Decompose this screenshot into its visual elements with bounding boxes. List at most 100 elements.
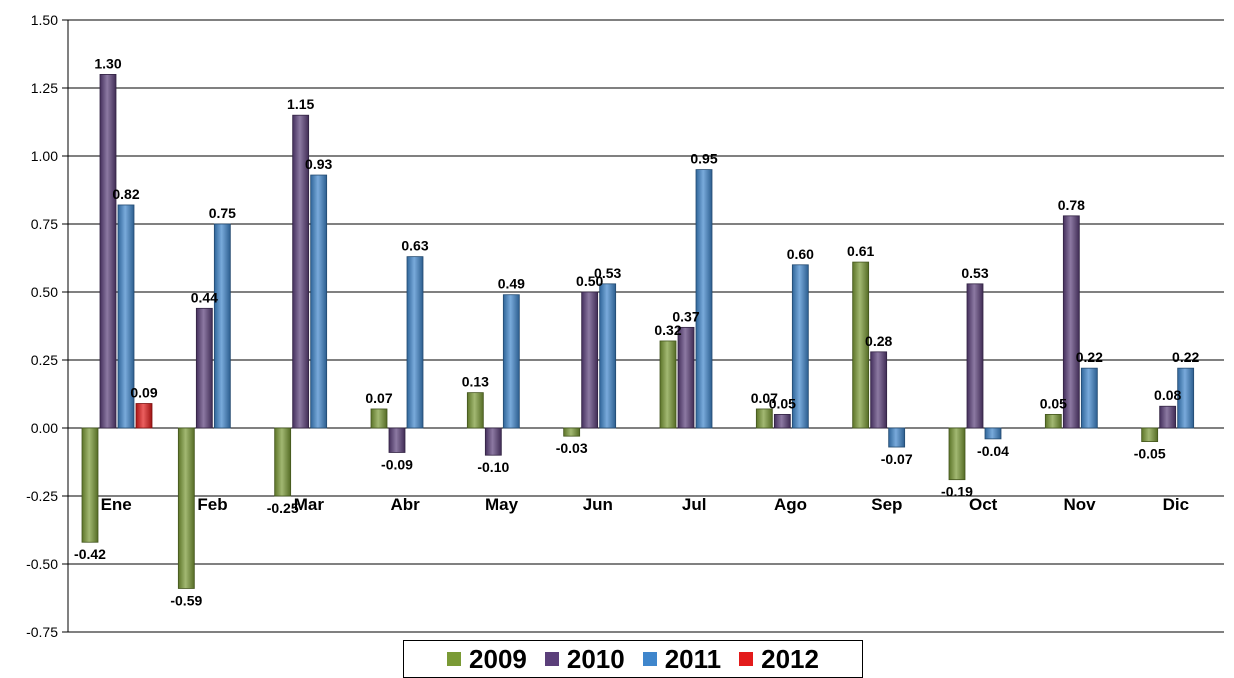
- y-tick-label: 0.25: [31, 352, 58, 368]
- y-tick-label: 1.25: [31, 80, 58, 96]
- x-tick-label: Feb: [197, 495, 227, 514]
- bar-2009-Feb: [177, 427, 195, 589]
- x-tick-label: Oct: [969, 495, 998, 514]
- bar-2009-Sep: [852, 261, 870, 429]
- data-label: -0.25: [267, 500, 299, 516]
- legend-label: 2012: [761, 643, 819, 674]
- legend: 2009 2010 2011 2012: [403, 640, 863, 678]
- bar-2010-Nov: [1062, 215, 1080, 429]
- bar-2010-Abr: [388, 427, 406, 453]
- bar-2010-Mar: [292, 114, 310, 429]
- data-label: 0.50: [576, 273, 603, 289]
- legend-label: 2010: [566, 643, 625, 674]
- bar-2010-Dic: [1159, 405, 1177, 429]
- x-tick-label: Jul: [682, 495, 707, 514]
- data-label: 0.75: [209, 205, 236, 221]
- data-label: 0.07: [365, 390, 392, 406]
- y-tick-label: 0.50: [31, 284, 58, 300]
- bar-2011-Ago: [791, 264, 809, 429]
- legend-item-2009: 2009: [447, 644, 527, 675]
- data-label: 0.22: [1076, 349, 1103, 365]
- y-tick-label: 0.00: [31, 420, 58, 436]
- legend-label: 2009: [469, 643, 527, 674]
- x-tick-label: Abr: [391, 495, 421, 514]
- data-label: 0.53: [961, 265, 988, 281]
- data-label: 0.08: [1154, 387, 1181, 403]
- bar-2009-Mar: [274, 427, 292, 497]
- bar-2010-Jun: [581, 291, 599, 429]
- legend-swatch: [544, 652, 559, 666]
- x-tick-label: Nov: [1063, 495, 1096, 514]
- x-tick-label: Ene: [101, 495, 132, 514]
- bar-2011-Dic: [1177, 367, 1195, 429]
- data-label: -0.59: [170, 592, 202, 608]
- bar-2010-Ene: [99, 74, 117, 429]
- bar-2009-Oct: [948, 427, 966, 481]
- bar-2011-Nov: [1080, 367, 1098, 429]
- data-label: 0.53: [594, 265, 621, 281]
- y-tick-label: 0.75: [31, 216, 58, 232]
- data-label: -0.09: [381, 456, 413, 472]
- x-tick-label: Ago: [774, 495, 807, 514]
- bar-2011-Ene: [117, 204, 135, 429]
- bar-2009-Nov: [1044, 413, 1062, 429]
- legend-item-2011: 2011: [642, 643, 722, 675]
- data-label: 0.28: [865, 333, 892, 349]
- data-label: 1.30: [94, 55, 121, 71]
- legend-swatch: [739, 652, 754, 666]
- data-label: 0.82: [112, 186, 139, 202]
- bar-2010-Oct: [966, 283, 984, 429]
- data-label: 0.05: [769, 395, 796, 411]
- x-tick-label: Jun: [583, 495, 613, 514]
- bar-2009-Jun: [563, 427, 581, 437]
- data-label: -0.03: [556, 440, 588, 456]
- bar-2010-Ago: [773, 413, 791, 429]
- bar-2009-Ago: [755, 408, 773, 429]
- data-label: 0.07: [751, 390, 778, 406]
- bar-2011-Abr: [406, 256, 424, 429]
- data-label: -0.42: [74, 546, 106, 562]
- y-tick-label: -0.50: [26, 556, 58, 572]
- bar-2011-Jul: [695, 169, 713, 429]
- data-label: -0.07: [881, 451, 913, 467]
- bar-2009-Ene: [81, 427, 99, 543]
- bar-2011-Oct: [984, 427, 1002, 440]
- y-tick-label: -0.75: [26, 624, 58, 640]
- bar-2011-May: [502, 294, 520, 429]
- data-label: -0.19: [941, 484, 973, 500]
- y-tick-label: 1.50: [31, 12, 58, 28]
- data-label: 1.15: [287, 96, 314, 112]
- legend-label: 2011: [664, 643, 722, 674]
- data-label: 0.60: [787, 246, 814, 262]
- bar-2010-Sep: [870, 351, 888, 429]
- bar-2010-May: [484, 427, 502, 456]
- data-label: -0.10: [477, 459, 509, 475]
- y-tick-label: 1.00: [31, 148, 58, 164]
- bar-2009-May: [466, 392, 484, 429]
- x-tick-label: Mar: [294, 495, 325, 514]
- data-label: 0.13: [462, 374, 489, 390]
- bar-2010-Jul: [677, 326, 695, 429]
- data-label: 0.95: [690, 151, 717, 167]
- bar-2009-Jul: [659, 340, 677, 429]
- legend-item-2010: 2010: [544, 643, 625, 675]
- bar-2012-Ene: [135, 403, 153, 429]
- bar-2009-Dic: [1141, 427, 1159, 443]
- data-label: 0.22: [1172, 349, 1199, 365]
- bar-2011-Mar: [310, 174, 328, 429]
- y-tick-label: -0.25: [26, 488, 58, 504]
- data-label: 0.63: [401, 238, 428, 254]
- x-tick-label: May: [485, 495, 519, 514]
- legend-item-2012: 2012: [739, 644, 819, 675]
- bar-2010-Feb: [195, 307, 213, 429]
- data-label: -0.05: [1134, 446, 1166, 462]
- data-label: 0.37: [672, 308, 699, 324]
- bar-2011-Feb: [213, 223, 231, 429]
- data-label: 0.49: [498, 276, 525, 292]
- legend-swatch: [447, 652, 462, 666]
- data-label: 0.78: [1058, 197, 1085, 213]
- data-label: 0.32: [654, 322, 681, 338]
- data-label: 0.93: [305, 156, 332, 172]
- bar-2009-Abr: [370, 408, 388, 429]
